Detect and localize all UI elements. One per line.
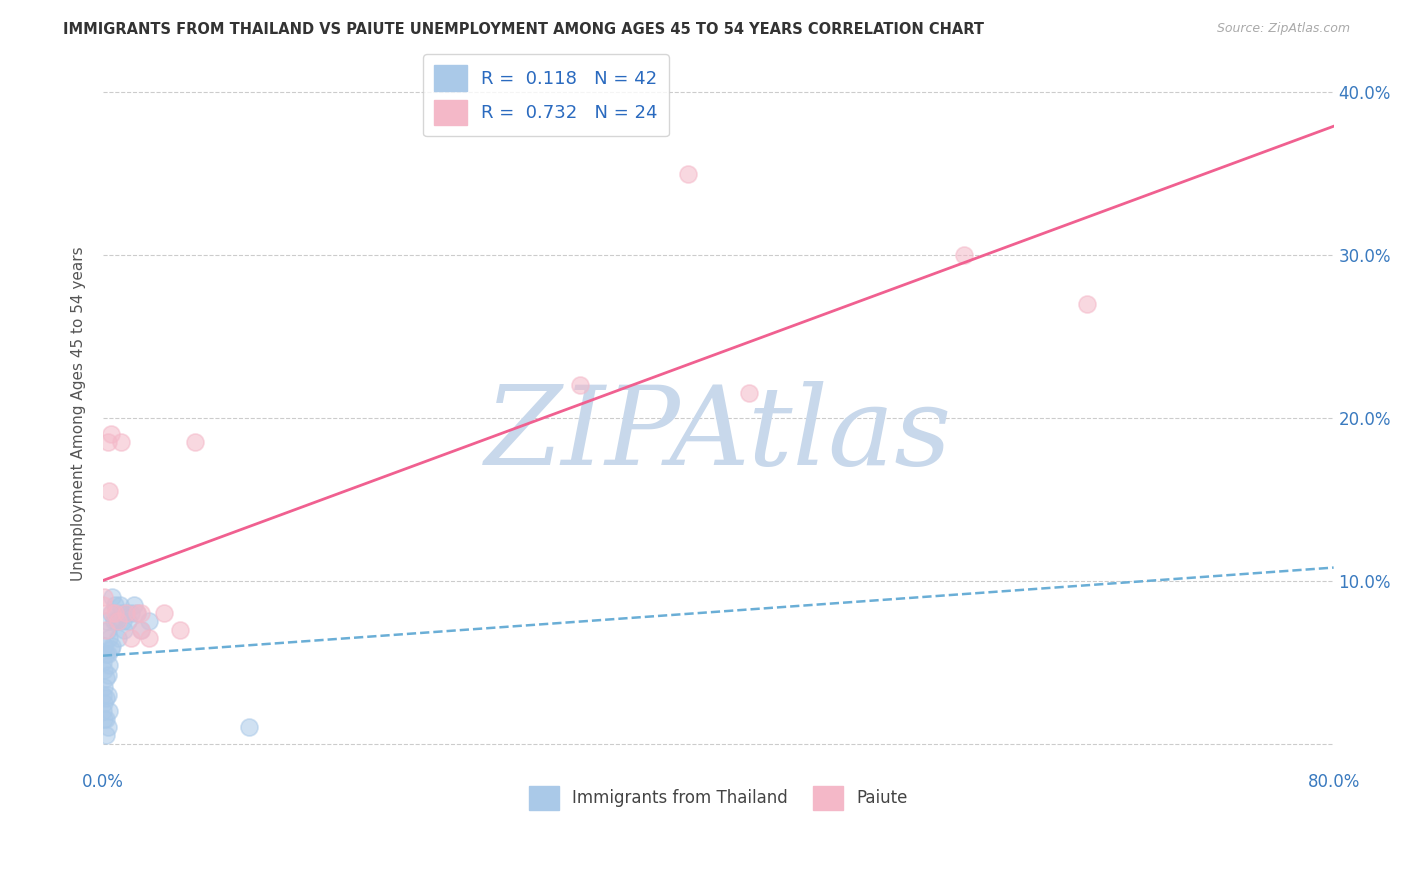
Point — [100, 642, 122, 657]
Point — [91, 598, 114, 612]
Point — [120, 631, 142, 645]
Point — [101, 639, 124, 653]
Point — [93, 696, 115, 710]
Point — [107, 631, 129, 645]
Point — [568, 378, 591, 392]
Point — [94, 690, 117, 705]
Point — [96, 647, 118, 661]
Point — [131, 623, 153, 637]
Point — [104, 598, 127, 612]
Y-axis label: Unemployment Among Ages 45 to 54 years: Unemployment Among Ages 45 to 54 years — [72, 246, 86, 581]
Point — [115, 606, 138, 620]
Point — [91, 688, 114, 702]
Point — [138, 631, 160, 645]
Point — [238, 720, 260, 734]
Point — [94, 712, 117, 726]
Point — [94, 672, 117, 686]
Point — [100, 427, 122, 442]
Point — [96, 435, 118, 450]
Point — [96, 623, 118, 637]
Point — [100, 606, 122, 620]
Point — [105, 615, 128, 629]
Point — [101, 590, 124, 604]
Point — [114, 623, 136, 637]
Text: IMMIGRANTS FROM THAILAND VS PAIUTE UNEMPLOYMENT AMONG AGES 45 TO 54 YEARS CORREL: IMMIGRANTS FROM THAILAND VS PAIUTE UNEMP… — [63, 22, 984, 37]
Point — [93, 663, 115, 677]
Point — [96, 668, 118, 682]
Point — [107, 615, 129, 629]
Point — [111, 615, 134, 629]
Point — [98, 704, 121, 718]
Point — [91, 655, 114, 669]
Point — [98, 484, 121, 499]
Point — [96, 720, 118, 734]
Point — [103, 615, 125, 629]
Point — [131, 623, 153, 637]
Point — [1076, 297, 1098, 311]
Point — [94, 615, 117, 629]
Point — [738, 386, 761, 401]
Point — [153, 606, 176, 620]
Point — [93, 680, 115, 694]
Point — [169, 623, 191, 637]
Point — [125, 606, 148, 620]
Point — [93, 712, 115, 726]
Point — [93, 639, 115, 653]
Point — [104, 606, 127, 620]
Point — [94, 728, 117, 742]
Point — [117, 615, 139, 629]
Point — [115, 606, 138, 620]
Point — [953, 248, 976, 262]
Text: Source: ZipAtlas.com: Source: ZipAtlas.com — [1216, 22, 1350, 36]
Legend: Immigrants from Thailand, Paiute: Immigrants from Thailand, Paiute — [522, 780, 914, 816]
Point — [131, 606, 153, 620]
Point — [101, 606, 124, 620]
Text: ZIPAtlas: ZIPAtlas — [485, 381, 952, 489]
Point — [91, 704, 114, 718]
Point — [138, 615, 160, 629]
Point — [184, 435, 207, 450]
Point — [122, 598, 145, 612]
Point — [98, 631, 121, 645]
Point — [120, 606, 142, 620]
Point — [676, 167, 699, 181]
Point — [96, 688, 118, 702]
Point — [94, 623, 117, 637]
Point — [94, 647, 117, 661]
Point — [93, 590, 115, 604]
Point — [110, 606, 132, 620]
Point — [110, 435, 132, 450]
Point — [125, 606, 148, 620]
Point — [98, 658, 121, 673]
Point — [108, 598, 131, 612]
